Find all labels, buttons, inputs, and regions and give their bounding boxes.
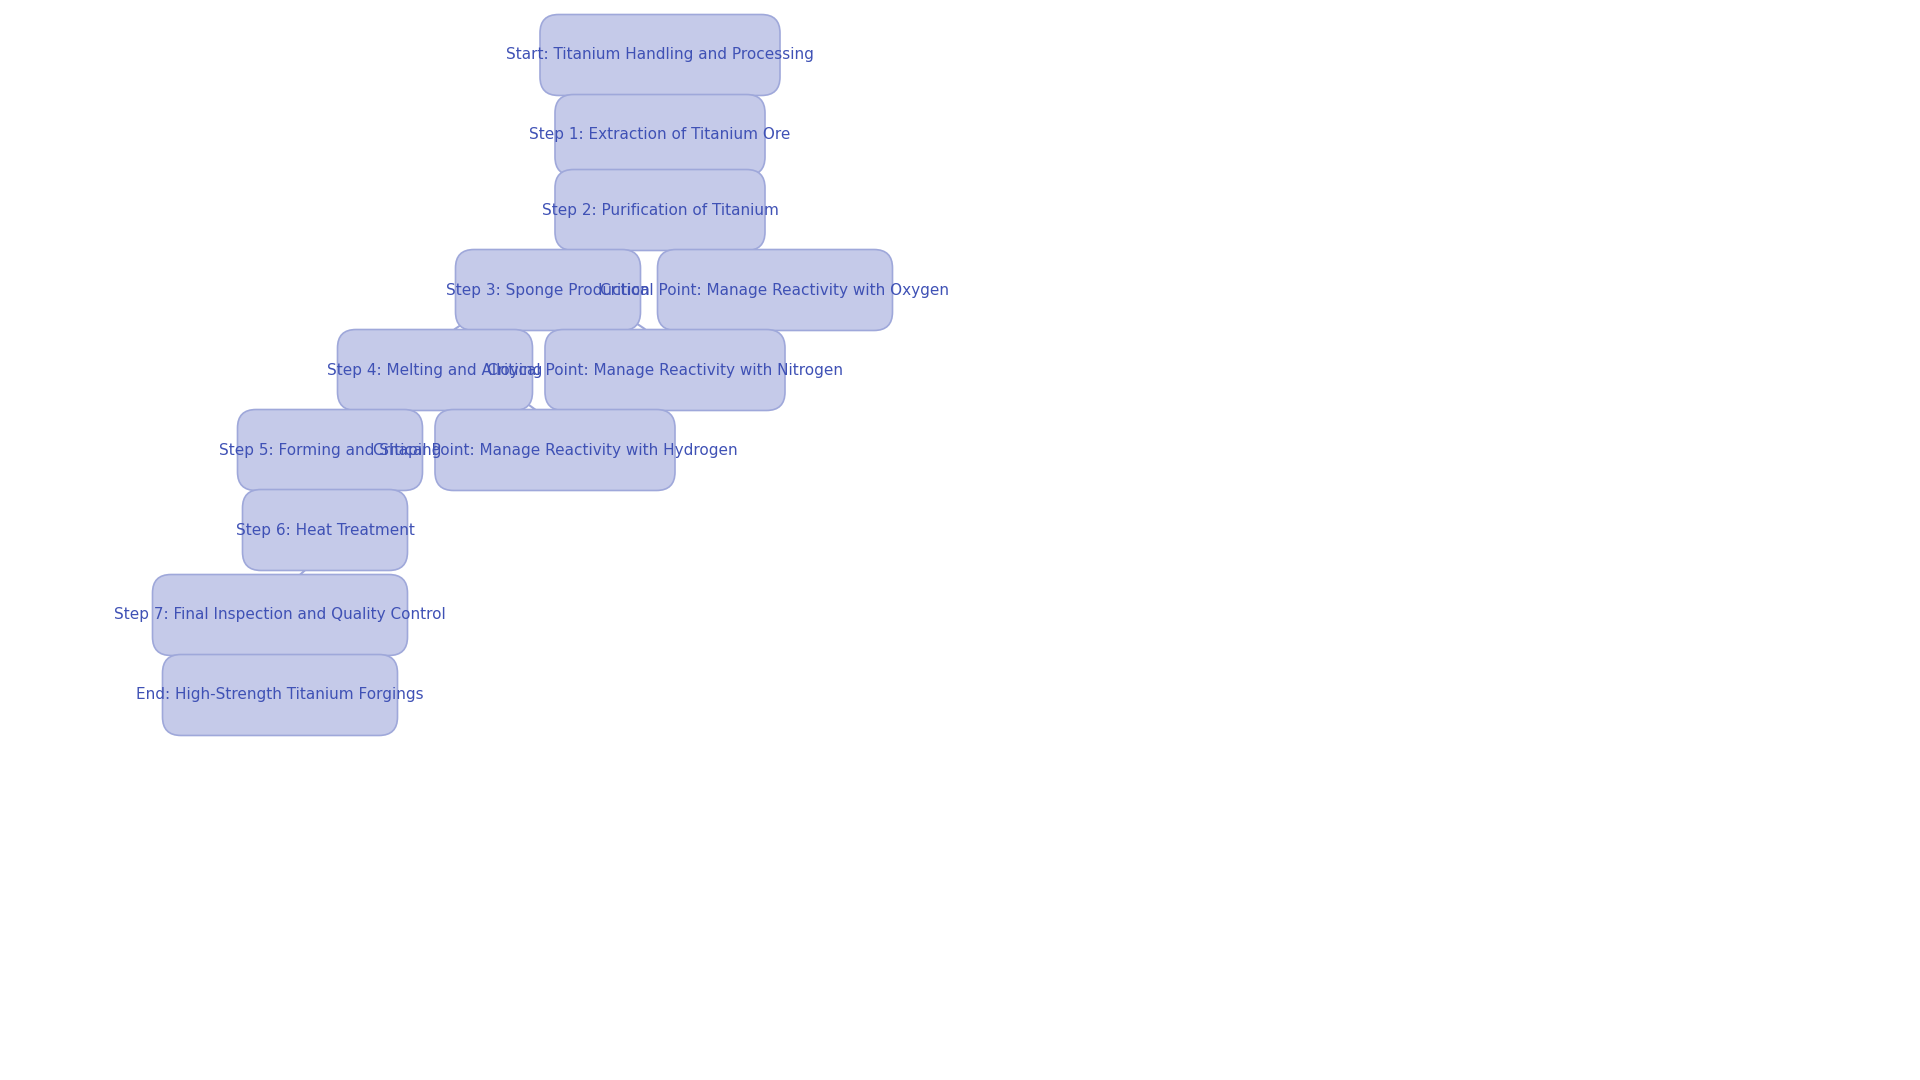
FancyBboxPatch shape	[436, 409, 676, 490]
Text: Step 6: Heat Treatment: Step 6: Heat Treatment	[236, 523, 415, 538]
FancyBboxPatch shape	[338, 329, 532, 410]
Text: Critical Point: Manage Reactivity with Hydrogen: Critical Point: Manage Reactivity with H…	[372, 443, 737, 458]
FancyBboxPatch shape	[455, 249, 641, 330]
FancyBboxPatch shape	[657, 249, 893, 330]
FancyBboxPatch shape	[540, 14, 780, 95]
FancyBboxPatch shape	[555, 170, 764, 251]
Text: Step 2: Purification of Titanium: Step 2: Purification of Titanium	[541, 203, 778, 217]
Text: Step 3: Sponge Production: Step 3: Sponge Production	[445, 283, 649, 297]
FancyBboxPatch shape	[152, 575, 407, 656]
FancyBboxPatch shape	[238, 409, 422, 490]
Text: Step 4: Melting and Alloying: Step 4: Melting and Alloying	[326, 363, 543, 378]
FancyBboxPatch shape	[545, 329, 785, 410]
FancyBboxPatch shape	[163, 654, 397, 735]
Text: Start: Titanium Handling and Processing: Start: Titanium Handling and Processing	[507, 48, 814, 63]
Text: Step 7: Final Inspection and Quality Control: Step 7: Final Inspection and Quality Con…	[113, 607, 445, 622]
Text: Critical Point: Manage Reactivity with Nitrogen: Critical Point: Manage Reactivity with N…	[488, 363, 843, 378]
FancyBboxPatch shape	[242, 489, 407, 570]
Text: Critical Point: Manage Reactivity with Oxygen: Critical Point: Manage Reactivity with O…	[601, 283, 950, 297]
Text: Step 5: Forming and Shaping: Step 5: Forming and Shaping	[219, 443, 442, 458]
Text: Step 1: Extraction of Titanium Ore: Step 1: Extraction of Titanium Ore	[530, 127, 791, 143]
Text: End: High-Strength Titanium Forgings: End: High-Strength Titanium Forgings	[136, 688, 424, 702]
FancyBboxPatch shape	[555, 95, 764, 175]
